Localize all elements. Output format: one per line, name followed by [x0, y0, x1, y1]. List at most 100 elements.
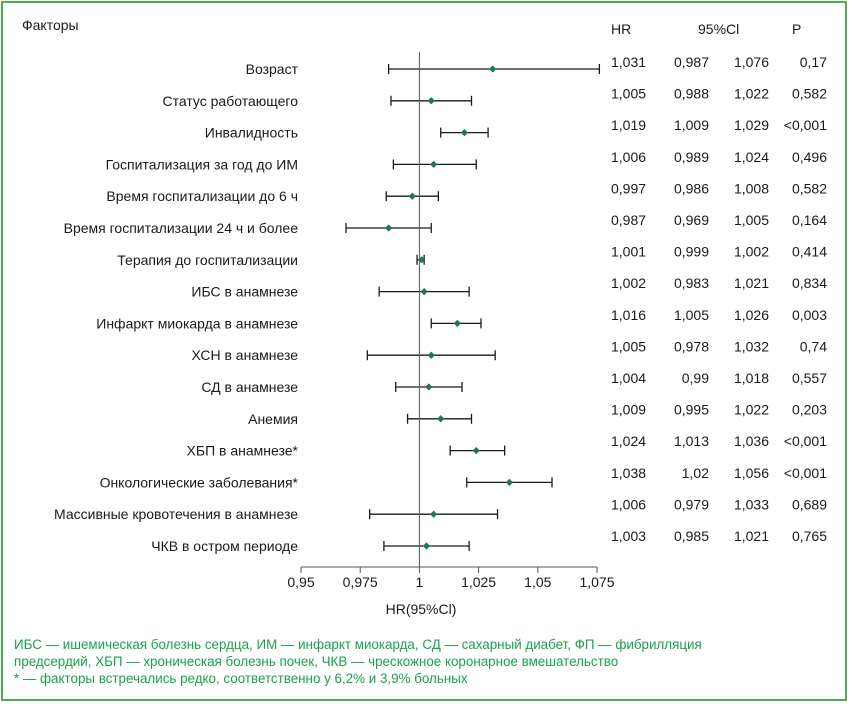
factor-label: ХСН в анамнезе	[192, 347, 299, 363]
forest-row: ХСН в анамнезе 1,005 0,978 1,032 0,74	[192, 338, 828, 363]
forest-row: Госпитализация за год до ИМ 1,006 0,989 1,0…	[106, 149, 828, 173]
forest-row: ЧКВ в остром периоде 1,003 0,985 1,021 0,765	[151, 528, 827, 554]
p-value: 0,164	[792, 212, 827, 228]
hr-point-marker	[427, 351, 435, 359]
ci-low-value: 0,99	[682, 370, 709, 386]
ci-low-value: 0,988	[674, 86, 709, 102]
ci-high-value: 1,002	[734, 244, 769, 260]
hr-point-marker	[429, 160, 438, 169]
p-value: <0,001	[784, 117, 827, 133]
ci-high-value: 1,056	[734, 465, 769, 481]
forest-row: Массивные кровотечения в анамнезе 1,006 0,…	[54, 496, 827, 522]
p-value: <0,001	[784, 465, 827, 481]
ci-high-value: 1,021	[734, 275, 769, 291]
factor-label: Время госпитализации до 6 ч	[106, 188, 298, 204]
factor-label: Госпитализация за год до ИМ	[106, 156, 298, 172]
ci-low-value: 0,978	[674, 338, 709, 354]
ci-high-value: 1,005	[734, 212, 769, 228]
ci-low-value: 0,969	[674, 212, 709, 228]
ci-low-value: 1,005	[674, 307, 709, 323]
ci-low-value: 0,987	[674, 54, 709, 70]
ci-low-value: 0,979	[674, 496, 709, 512]
p-value: 0,582	[792, 86, 827, 102]
ci-high-value: 1,008	[734, 180, 769, 196]
hr-value: 1,016	[611, 307, 646, 323]
p-value: <0,001	[784, 433, 827, 449]
x-tick-label: 1,075	[579, 574, 614, 590]
forest-row: ИБС в анамнезе 1,002 0,983 1,021 0,834	[191, 275, 827, 299]
p-value: 0,003	[792, 307, 827, 323]
forest-row: Анемия 1,009 0,995 1,022 0,203	[248, 402, 827, 427]
p-value: 0,582	[792, 180, 827, 196]
ci-low-value: 1,013	[674, 433, 709, 449]
forest-row: Возраст 1,031 0,987 1,076 0,17	[246, 54, 828, 77]
forest-row: ХБП в анамнезе* 1,024 1,013 1,036 <0,001	[187, 433, 828, 458]
hr-value: 1,003	[611, 528, 646, 544]
hr-value: 1,009	[611, 402, 646, 418]
p-value: 0,834	[792, 275, 827, 291]
hr-value: 1,006	[611, 496, 646, 512]
ci-low-value: 1,02	[682, 465, 709, 481]
factor-label: Инвалидность	[205, 125, 298, 141]
p-value: 0,689	[792, 496, 827, 512]
hr-value: 1,038	[611, 465, 646, 481]
ci-high-value: 1,022	[734, 86, 769, 102]
ci-low-value: 0,985	[674, 528, 709, 544]
hr-point-marker	[429, 510, 438, 518]
x-tick-label: 0,975	[343, 574, 378, 590]
hr-point-marker	[425, 383, 433, 391]
ci-high-value: 1,033	[734, 496, 769, 512]
factor-label: Терапия до госпитализации	[117, 252, 298, 268]
ci-high-value: 1,029	[734, 117, 769, 133]
hr-value: 1,005	[611, 338, 646, 354]
hr-value: 1,024	[611, 433, 646, 449]
factor-label: ИБС в анамнезе	[191, 284, 298, 300]
hr-value: 1,001	[611, 244, 646, 260]
factor-label: Возраст	[246, 61, 299, 77]
x-tick-label: 1,025	[461, 574, 496, 590]
ci-low-value: 0,983	[674, 275, 709, 291]
ci-high-value: 1,021	[734, 528, 769, 544]
hr-point-marker	[489, 65, 497, 73]
x-tick-label: 0,95	[287, 574, 314, 590]
table-header-hr: HR	[611, 21, 631, 37]
hr-point-marker	[384, 224, 393, 232]
hr-value: 1,031	[611, 54, 646, 70]
hr-point-marker	[427, 97, 435, 105]
x-tick-label: 1	[416, 574, 424, 590]
x-tick-label: 1,05	[524, 574, 551, 590]
hr-value: 1,019	[611, 117, 646, 133]
forest-row: Терапия до госпитализации 1,001 0,999 1,002…	[117, 244, 827, 268]
ci-low-value: 0,986	[674, 180, 709, 196]
hr-value: 0,997	[611, 180, 646, 196]
hr-point-marker	[453, 319, 461, 328]
ci-high-value: 1,022	[734, 402, 769, 418]
forest-row: Время госпитализации 24 ч и более 0,987 0,…	[64, 212, 828, 236]
footnote: ИБС — ишемическая болезнь сердца, ИМ — и…	[14, 636, 834, 687]
ci-high-value: 1,026	[734, 307, 769, 323]
ci-high-value: 1,024	[734, 149, 769, 165]
hr-point-marker	[505, 478, 514, 487]
ci-low-value: 0,999	[674, 244, 709, 260]
table-header-ci: 95%Cl	[698, 21, 739, 37]
factor-label: СД в анамнезе	[201, 379, 298, 395]
p-value: 0,496	[792, 149, 827, 165]
factor-label: Время госпитализации 24 ч и более	[64, 220, 299, 236]
x-axis-label: HR(95%Cl)	[386, 601, 457, 617]
ci-low-value: 1,009	[674, 117, 709, 133]
p-value: 0,557	[792, 370, 827, 386]
hr-point-marker	[408, 192, 416, 200]
p-value: 0,203	[792, 402, 827, 418]
forest-row: Инфаркт миокарда в анамнезе 1,016 1,005 1,0…	[96, 307, 827, 332]
forest-row: Время госпитализации до 6 ч 0,997 0,986 1,0…	[106, 180, 827, 204]
hr-point-marker	[472, 446, 480, 455]
p-value: 0,765	[792, 528, 827, 544]
hr-point-marker	[422, 542, 431, 550]
footnote-line-2: предсердий, ХБП — хроническая болезнь по…	[14, 654, 619, 669]
footnote-line-3: * — факторы встречались редко, соответст…	[14, 671, 468, 686]
factor-label: ХБП в анамнезе*	[187, 443, 299, 459]
factor-label: Инфаркт миокарда в анамнезе	[96, 315, 298, 331]
factor-label: Анемия	[248, 411, 298, 427]
